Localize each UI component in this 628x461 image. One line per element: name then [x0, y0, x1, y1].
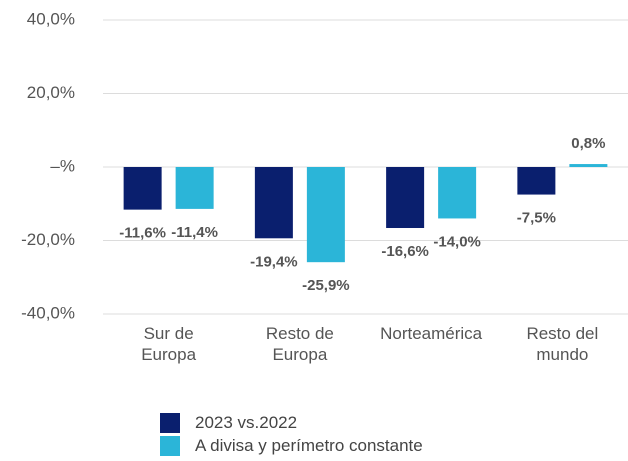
x-tick-label: Norteamérica — [380, 324, 483, 343]
data-label: -11,6% — [119, 225, 166, 242]
bar — [306, 167, 345, 263]
data-label: -14,0% — [433, 233, 481, 250]
y-tick-label: 40,0% — [27, 9, 75, 28]
x-tick-label: Resto de Europa — [265, 324, 334, 364]
x-tick-label: Resto del mundo — [526, 324, 599, 364]
legend-swatch — [160, 436, 180, 456]
y-tick-label: 20,0% — [27, 83, 75, 102]
y-tick-label: -40,0% — [21, 303, 75, 322]
bar — [254, 167, 293, 239]
data-label: -7,5% — [517, 210, 556, 227]
y-tick-label: -20,0% — [21, 230, 75, 249]
bar — [517, 167, 556, 195]
legend-label: A divisa y perímetro constante — [195, 436, 423, 455]
data-label: 0,8% — [571, 135, 605, 152]
bar — [386, 167, 425, 229]
bar — [175, 167, 214, 209]
bar — [438, 167, 477, 219]
y-tick-label: –% — [50, 156, 75, 175]
data-label: -19,4% — [250, 253, 298, 270]
data-label: -16,6% — [381, 243, 429, 260]
legend-label: 2023 vs.2022 — [195, 413, 298, 432]
bar — [569, 164, 608, 167]
legend-swatch — [160, 413, 180, 433]
data-label: -11,4% — [171, 224, 218, 241]
x-tick-label: Sur de Europa — [141, 324, 197, 364]
data-label: -25,9% — [302, 277, 350, 294]
bar — [123, 167, 162, 210]
